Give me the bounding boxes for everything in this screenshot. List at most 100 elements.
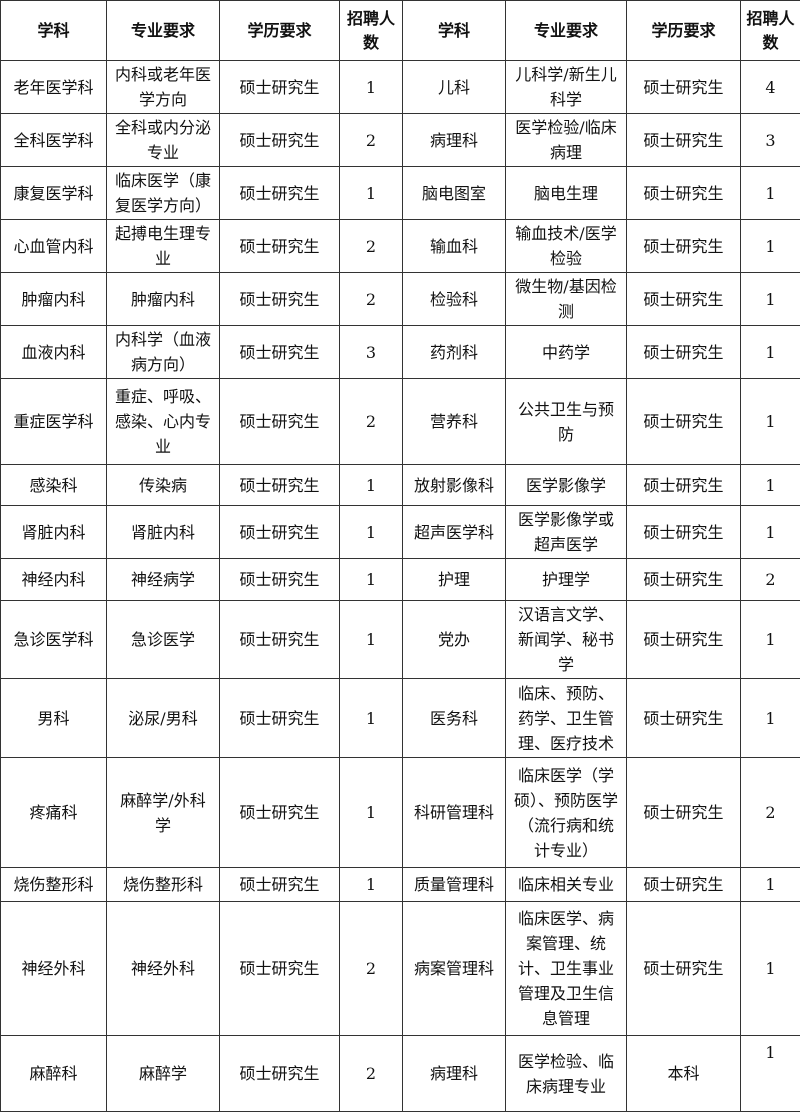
major-requirement-cell: 肿瘤内科: [107, 273, 220, 326]
headcount-cell: 1: [340, 601, 403, 679]
headcount-cell: 3: [741, 114, 800, 167]
education-requirement-cell: 硕士研究生: [220, 758, 340, 868]
subject-cell: 医务科: [403, 679, 506, 758]
major-requirement-cell: 医学检验/临床病理: [506, 114, 627, 167]
subject-cell: 急诊医学科: [1, 601, 107, 679]
subject-cell: 疼痛科: [1, 758, 107, 868]
education-requirement-cell: 硕士研究生: [627, 273, 741, 326]
major-requirement-cell: 医学影像学或超声医学: [506, 506, 627, 559]
major-requirement-cell: 儿科学/新生儿科学: [506, 61, 627, 114]
major-requirement-cell: 神经外科: [107, 902, 220, 1036]
header-education-requirement: 学历要求: [220, 1, 340, 61]
education-requirement-cell: 硕士研究生: [627, 559, 741, 601]
education-requirement-cell: 硕士研究生: [220, 326, 340, 379]
subject-cell: 放射影像科: [403, 465, 506, 506]
headcount-cell: 1: [340, 506, 403, 559]
major-requirement-cell: 内科学（血液病方向）: [107, 326, 220, 379]
education-requirement-cell: 硕士研究生: [220, 273, 340, 326]
major-requirement-cell: 麻醉学/外科学: [107, 758, 220, 868]
headcount-cell: 2: [340, 220, 403, 273]
subject-cell: 输血科: [403, 220, 506, 273]
major-requirement-cell: 麻醉学: [107, 1036, 220, 1112]
subject-cell: 烧伤整形科: [1, 868, 107, 902]
subject-cell: 儿科: [403, 61, 506, 114]
headcount-cell: 1: [741, 273, 800, 326]
headcount-cell: 1: [741, 601, 800, 679]
education-requirement-cell: 硕士研究生: [220, 465, 340, 506]
education-requirement-cell: 硕士研究生: [220, 679, 340, 758]
subject-cell: 病理科: [403, 1036, 506, 1112]
headcount-cell: 4: [741, 61, 800, 114]
subject-cell: 肾脏内科: [1, 506, 107, 559]
headcount-cell: 1: [340, 679, 403, 758]
headcount-cell: 1: [741, 902, 800, 1036]
major-requirement-cell: 内科或老年医学方向: [107, 61, 220, 114]
major-requirement-cell: 全科或内分泌专业: [107, 114, 220, 167]
education-requirement-cell: 硕士研究生: [627, 506, 741, 559]
headcount-cell: 2: [340, 1036, 403, 1112]
education-requirement-cell: 硕士研究生: [220, 506, 340, 559]
major-requirement-cell: 传染病: [107, 465, 220, 506]
education-requirement-cell: 硕士研究生: [627, 114, 741, 167]
subject-cell: 血液内科: [1, 326, 107, 379]
headcount-cell: 1: [741, 1036, 800, 1112]
subject-cell: 党办: [403, 601, 506, 679]
major-requirement-cell: 公共卫生与预防: [506, 379, 627, 465]
subject-cell: 男科: [1, 679, 107, 758]
headcount-cell: 1: [741, 220, 800, 273]
headcount-cell: 1: [340, 868, 403, 902]
headcount-cell: 1: [741, 465, 800, 506]
education-requirement-cell: 硕士研究生: [220, 601, 340, 679]
education-requirement-cell: 本科: [627, 1036, 741, 1112]
major-requirement-cell: 临床相关专业: [506, 868, 627, 902]
major-requirement-cell: 医学检验、临床病理专业: [506, 1036, 627, 1112]
major-requirement-cell: 脑电生理: [506, 167, 627, 220]
subject-cell: 病案管理科: [403, 902, 506, 1036]
headcount-cell: 2: [741, 559, 800, 601]
education-requirement-cell: 硕士研究生: [220, 61, 340, 114]
major-requirement-cell: 烧伤整形科: [107, 868, 220, 902]
major-requirement-cell: 临床医学、病案管理、统计、卫生事业管理及卫生信息管理: [506, 902, 627, 1036]
subject-cell: 科研管理科: [403, 758, 506, 868]
headcount-cell: 1: [340, 167, 403, 220]
subject-cell: 脑电图室: [403, 167, 506, 220]
headcount-cell: 1: [741, 379, 800, 465]
headcount-cell: 3: [340, 326, 403, 379]
subject-cell: 神经内科: [1, 559, 107, 601]
subject-cell: 全科医学科: [1, 114, 107, 167]
subject-cell: 神经外科: [1, 902, 107, 1036]
education-requirement-cell: 硕士研究生: [627, 379, 741, 465]
headcount-cell: 1: [741, 326, 800, 379]
header-subject: 学科: [403, 1, 506, 61]
education-requirement-cell: 硕士研究生: [627, 167, 741, 220]
subject-cell: 营养科: [403, 379, 506, 465]
major-requirement-cell: 临床、预防、药学、卫生管理、医疗技术: [506, 679, 627, 758]
header-major-requirement: 专业要求: [506, 1, 627, 61]
education-requirement-cell: 硕士研究生: [627, 758, 741, 868]
education-requirement-cell: 硕士研究生: [627, 868, 741, 902]
subject-cell: 重症医学科: [1, 379, 107, 465]
header-education-requirement: 学历要求: [627, 1, 741, 61]
education-requirement-cell: 硕士研究生: [220, 559, 340, 601]
header-row: 学科专业要求学历要求招聘人数学科专业要求学历要求招聘人数: [1, 1, 800, 61]
subject-cell: 护理: [403, 559, 506, 601]
subject-cell: 超声医学科: [403, 506, 506, 559]
education-requirement-cell: 硕士研究生: [220, 379, 340, 465]
education-requirement-cell: 硕士研究生: [627, 220, 741, 273]
subject-cell: 感染科: [1, 465, 107, 506]
major-requirement-cell: 输血技术/医学检验: [506, 220, 627, 273]
headcount-cell: 2: [741, 758, 800, 868]
education-requirement-cell: 硕士研究生: [627, 61, 741, 114]
subject-cell: 药剂科: [403, 326, 506, 379]
education-requirement-cell: 硕士研究生: [220, 868, 340, 902]
education-requirement-cell: 硕士研究生: [627, 902, 741, 1036]
